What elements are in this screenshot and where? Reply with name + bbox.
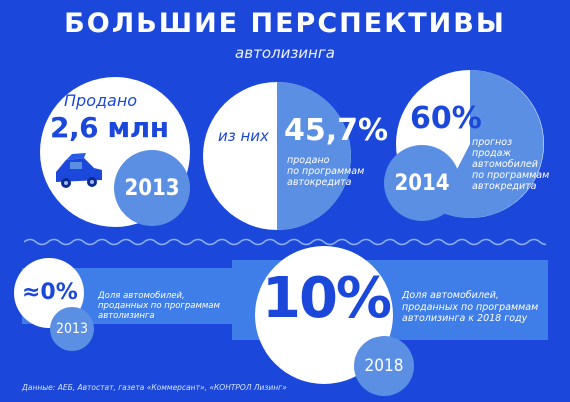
- leasing-future-caption-line2: проданных по программам: [402, 301, 539, 313]
- leasing-future-caption-line1: Доля автомобилей,: [402, 290, 499, 301]
- leasing-now-value: ≈0%: [22, 280, 78, 305]
- credit-prefix: из них: [218, 127, 269, 145]
- forecast-caption-line1: прогноз: [472, 137, 513, 148]
- sold-year-badge: 2013: [114, 150, 190, 226]
- forecast-caption-line3: автомобилей: [472, 159, 538, 170]
- forecast-year-badge: 2014: [384, 145, 460, 221]
- leasing-future-value: 10%: [262, 266, 392, 331]
- credit-caption-line1: продано: [287, 155, 330, 166]
- leasing-future-caption: Доля автомобилей, проданных по программа…: [402, 290, 538, 325]
- leasing-now-caption-line2: проданных по программам: [98, 301, 220, 311]
- page-title: БОЛЬШИЕ ПЕРСПЕКТИВЫ: [64, 8, 506, 39]
- source-footnote: Данные: АЕБ, Автостат, газета «Коммерсан…: [22, 383, 287, 392]
- sold-label: Продано: [64, 91, 138, 110]
- forecast-caption-line2: продаж: [472, 148, 512, 159]
- forecast-caption-line4: по программам: [472, 170, 550, 181]
- leasing-future-caption-line3: автолизинга к 2018 году: [402, 313, 528, 324]
- leasing-future-year-badge: 2018: [354, 336, 414, 396]
- credit-pie: [203, 82, 351, 230]
- forecast-caption: прогноз продаж автомобилей по программам…: [472, 137, 549, 192]
- credit-caption-line2: по программам: [287, 166, 365, 177]
- forecast-value: 60%: [410, 101, 482, 136]
- leasing-now-caption-line3: автолизинга: [98, 311, 155, 321]
- forecast-caption-line5: автокредита: [472, 181, 537, 192]
- leasing-now-year-badge: 2013: [50, 307, 94, 351]
- leasing-now-caption: Доля автомобилей, проданных по программа…: [98, 291, 220, 321]
- credit-caption-line3: автокредита: [287, 177, 352, 188]
- wave-divider: [24, 238, 546, 246]
- leasing-now-caption-line1: Доля автомобилей,: [98, 291, 185, 301]
- page-subtitle: автолизинга: [235, 44, 335, 62]
- credit-value: 45,7%: [284, 113, 389, 148]
- sold-value: 2,6 млн: [50, 111, 169, 144]
- credit-caption: продано по программам автокредита: [287, 155, 364, 188]
- car-icon: [50, 150, 108, 192]
